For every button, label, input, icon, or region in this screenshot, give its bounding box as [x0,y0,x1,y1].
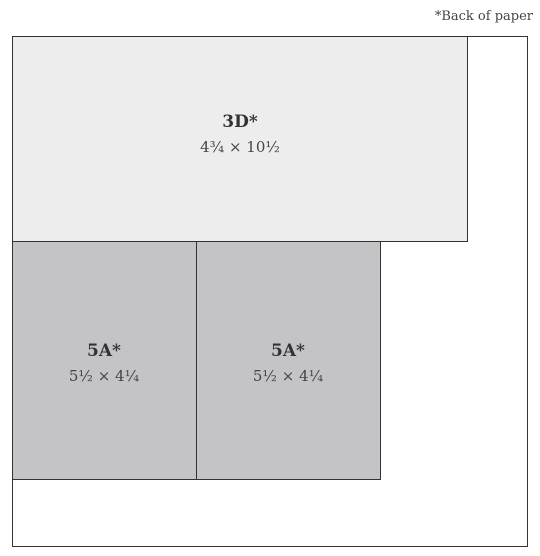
piece-size: 5½ × 4¼ [253,367,324,385]
piece-label: 5A* [87,341,121,361]
piece-size: 4¾ × 10½ [200,138,280,156]
piece-size: 5½ × 4¼ [69,367,140,385]
note: *Back of paper [435,9,534,24]
piece-5a [196,241,381,480]
piece-label: 5A* [271,341,305,361]
piece-3d [12,36,468,242]
piece-label: 3D* [222,112,258,132]
piece-5a [12,241,197,480]
